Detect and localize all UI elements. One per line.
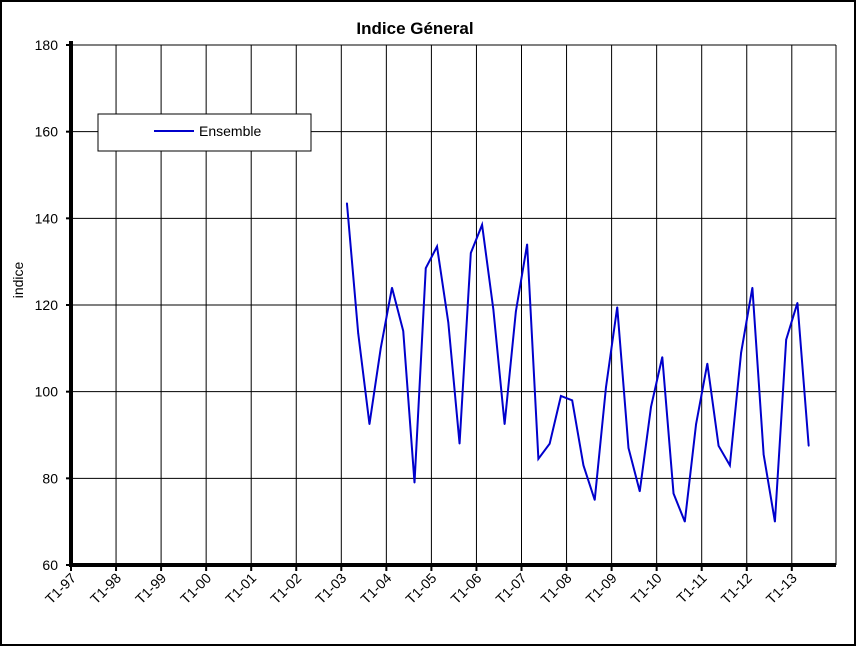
legend-box (97, 113, 312, 152)
series-line-ensemble (345, 203, 810, 523)
data-point (650, 406, 652, 408)
data-point (357, 332, 359, 334)
y-axis-title: indice (10, 262, 26, 299)
x-tick-label: T1-03 (312, 570, 349, 607)
data-point (503, 423, 506, 425)
data-point (481, 224, 483, 226)
y-tick-label: 160 (35, 124, 59, 140)
x-tick-label: T1-98 (87, 570, 124, 607)
data-point (785, 338, 787, 341)
x-tick-label: T1-12 (718, 570, 755, 607)
data-point (717, 445, 720, 447)
x-tick-label: T1-02 (267, 570, 304, 607)
y-tick-label: 60 (42, 557, 58, 573)
data-point (706, 362, 709, 365)
data-point (526, 243, 528, 246)
data-point (402, 330, 405, 332)
x-tick-label: T1-01 (222, 570, 259, 607)
x-axis-ticks: T1-97 T1-98 T1-99 T1-00 T1-01 T1-02 T1-03 T1-04… (42, 570, 800, 607)
data-point (458, 442, 461, 445)
x-tick-label: T1-06 (447, 570, 484, 607)
data-point (560, 395, 562, 397)
data-point (346, 202, 348, 204)
data-point (740, 351, 742, 354)
data-point (368, 423, 371, 425)
data-point (470, 252, 472, 254)
data-point (548, 442, 551, 445)
data-point (413, 481, 416, 484)
data-point (436, 245, 438, 248)
data-point (571, 399, 573, 402)
data-point (515, 310, 517, 313)
y-tick-label: 120 (35, 297, 59, 313)
data-point (695, 423, 697, 425)
data-point (379, 347, 382, 350)
data-point (751, 286, 754, 289)
data-point (638, 490, 641, 493)
chart-title: Indice Géneral (356, 19, 473, 38)
series-layer (345, 202, 810, 523)
x-tick-label: T1-05 (402, 570, 439, 607)
legend-label-ensemble: Ensemble (199, 123, 261, 139)
data-point (672, 492, 675, 495)
x-tick-label: T1-07 (492, 570, 529, 607)
data-point (391, 286, 393, 289)
data-point (762, 453, 765, 456)
data-point (796, 302, 799, 304)
legend: Ensemble (97, 113, 312, 152)
x-tick-label: T1-13 (763, 570, 800, 607)
data-point (616, 306, 619, 308)
x-tick-label: T1-97 (42, 570, 79, 607)
data-point (605, 386, 607, 389)
axes (66, 41, 836, 571)
y-axis-ticks: 60 80 100 120 140 160 180 (35, 37, 59, 573)
data-point (627, 447, 630, 449)
data-point (582, 464, 585, 467)
x-tick-label: T1-99 (132, 570, 169, 607)
data-point (593, 499, 596, 501)
x-tick-label: T1-10 (628, 570, 665, 607)
x-tick-label: T1-04 (357, 570, 394, 607)
y-tick-label: 100 (35, 384, 59, 400)
data-point (807, 445, 810, 447)
y-tick-label: 80 (42, 470, 58, 486)
x-tick-label: T1-11 (673, 570, 710, 607)
y-tick-label: 140 (35, 210, 59, 226)
x-tick-label: T1-00 (177, 570, 214, 607)
x-tick-label: T1-08 (537, 570, 574, 607)
y-tick-label: 180 (35, 37, 59, 53)
data-point (424, 267, 427, 269)
data-point (537, 458, 540, 460)
data-point (661, 356, 664, 358)
data-point (684, 520, 686, 523)
data-point (774, 520, 776, 523)
data-point (729, 464, 731, 467)
data-point (447, 321, 450, 324)
x-tick-label: T1-09 (583, 570, 620, 607)
data-point (492, 308, 495, 311)
